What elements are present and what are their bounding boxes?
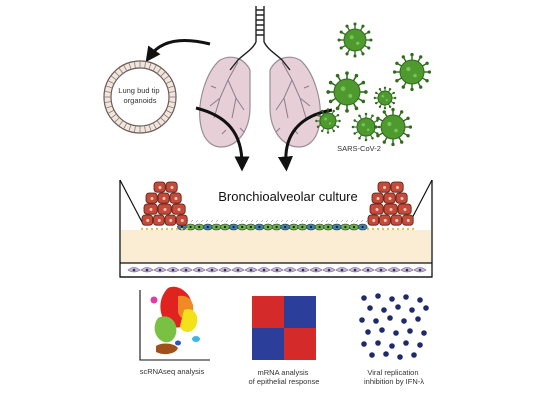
virus-particle	[392, 52, 432, 92]
organoid-to-culture-arrow	[195, 106, 250, 172]
cell-cluster-left	[140, 181, 189, 231]
scrnaseq-plot	[139, 286, 210, 361]
sars-cov-2-particles	[315, 22, 432, 147]
virus-particle	[373, 107, 413, 147]
virus-particle	[315, 108, 341, 134]
viral-replication-dots	[359, 293, 429, 360]
fibroblast-layer	[127, 267, 427, 273]
virus-particle	[351, 112, 381, 142]
panel-caption-viral: Viral replication inhibition by IFN-λ	[364, 368, 424, 386]
bronchial-tree	[209, 61, 311, 135]
lungs-to-organoid-arrow	[145, 38, 211, 63]
mrna-heatmap	[252, 296, 316, 360]
epithelial-monolayer	[175, 219, 369, 231]
virus-particle	[337, 22, 373, 58]
virus-particle	[373, 86, 397, 110]
bronchioalveolar-culture: Bronchioalveolar culture	[119, 179, 433, 278]
cell-cluster-right	[366, 181, 415, 231]
organoid-label-line-2: organoids	[124, 96, 157, 105]
culture-title: Bronchioalveolar culture	[218, 189, 357, 204]
organoid-label-line-1: Lung bud tip	[118, 86, 159, 95]
trachea	[229, 6, 291, 71]
panel-caption-mrna: mRNA analysis of epithelial response	[249, 368, 320, 386]
organoid-illustration	[103, 60, 177, 134]
matrix-layer	[121, 230, 431, 263]
lungs-illustration	[199, 6, 321, 148]
organoid-label: Lung bud tip organoids	[118, 86, 161, 105]
virus-particle	[326, 71, 368, 113]
panel-caption-scrnaseq: scRNAseq analysis	[140, 367, 205, 376]
virus-label: SARS-CoV-2	[337, 144, 381, 153]
